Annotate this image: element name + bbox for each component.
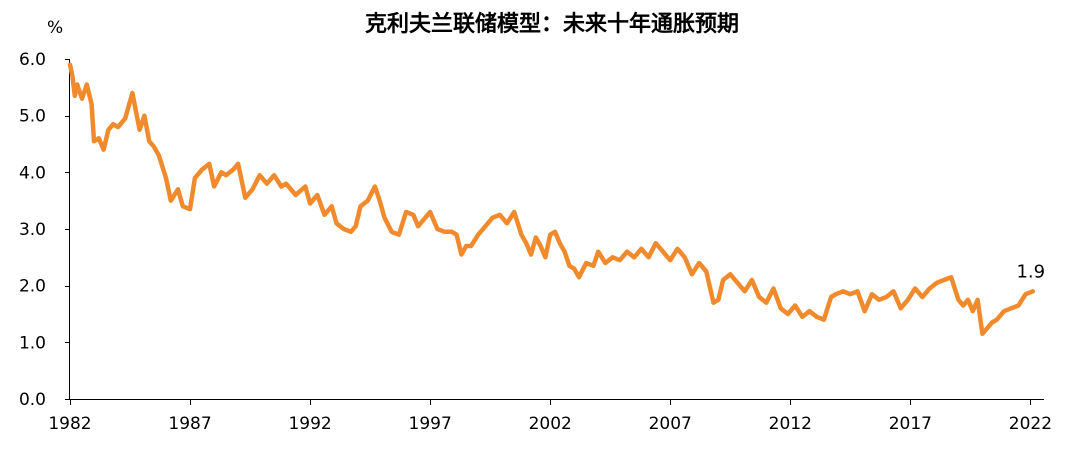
x-tick-label: 2002 — [529, 414, 572, 434]
x-tick-label: 1987 — [168, 414, 211, 434]
x-tick-label: 2022 — [1009, 414, 1052, 434]
annotation-layer: 1.9 — [1016, 261, 1045, 282]
x-tick-label: 2017 — [889, 414, 932, 434]
y-tick-label: 1.0 — [19, 333, 46, 353]
chart-title: 克利夫兰联储模型：未来十年通胀预期 — [365, 11, 739, 37]
x-tick-label: 2007 — [649, 414, 692, 434]
y-tick-label: 3.0 — [19, 220, 46, 240]
y-axis-ticks: 0.0 1.0 2.0 3.0 4.0 5.0 6.0 — [19, 50, 70, 410]
x-axis-ticks: 1982 1987 1992 1997 2002 2007 2012 2017 2022 — [48, 399, 1052, 434]
x-tick-label: 1982 — [48, 414, 91, 434]
x-tick-label: 1992 — [288, 414, 331, 434]
series-line — [67, 62, 1036, 337]
data-label: 1.9 — [1016, 261, 1045, 282]
series-layer — [67, 62, 1036, 337]
x-tick-label: 2012 — [769, 414, 812, 434]
x-tick-label: 1997 — [409, 414, 452, 434]
y-tick-label: 5.0 — [19, 107, 46, 127]
y-tick-label: 4.0 — [19, 163, 46, 183]
y-axis-unit: % — [47, 18, 63, 38]
y-tick-label: 0.0 — [19, 390, 46, 410]
y-tick-label: 2.0 — [19, 277, 46, 297]
y-tick-label: 6.0 — [19, 50, 46, 70]
